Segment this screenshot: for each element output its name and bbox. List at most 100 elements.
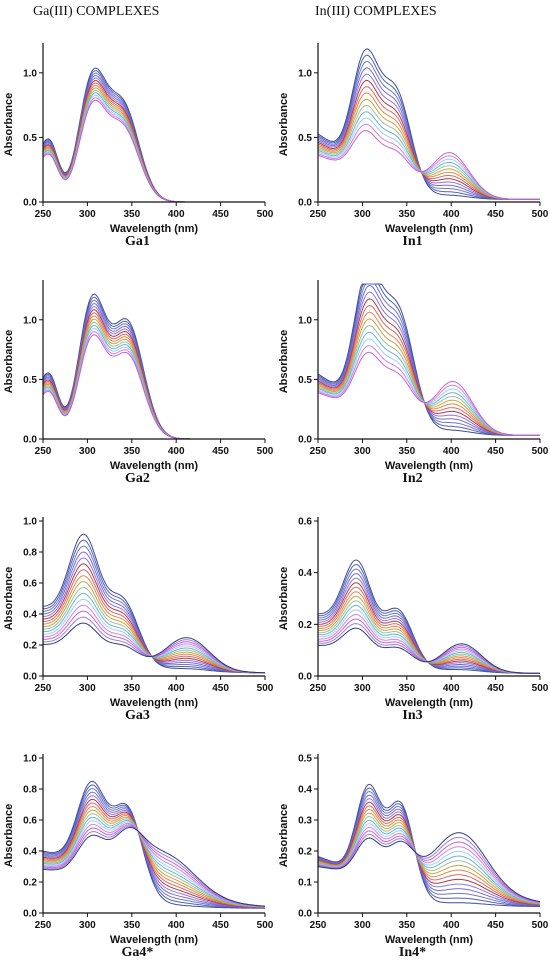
caption-ga3: Ga3: [125, 708, 150, 723]
x-tick-label: 450: [487, 683, 504, 694]
spectrum-curve-ga4-12: [42, 820, 266, 908]
x-tick-label: 300: [79, 683, 96, 694]
x-tick-label: 250: [310, 446, 327, 457]
x-tick-label: 300: [354, 683, 371, 694]
y-tick-label: 0.5: [23, 375, 37, 386]
x-tick-label: 400: [168, 446, 185, 457]
x-tick-label: 250: [35, 209, 52, 220]
y-tick-label: 0.4: [23, 610, 37, 621]
heading-ga-complexes: Ga(III) COMPLEXES: [33, 4, 160, 19]
chart-panel-in3: 250 300 350 400 450 500 0.0 0.2 0.4 0.6 Wavelength…: [275, 496, 550, 733]
y-tick-label: 0.0: [298, 198, 312, 209]
y-tick-label: 1.0: [23, 315, 37, 326]
x-tick-label: 250: [310, 920, 327, 931]
y-tick-label: 0.6: [298, 517, 312, 528]
chart-panel-in2: 250 300 350 400 450 500 0.0 0.5 1.0 Wavelength (n…: [275, 259, 550, 496]
x-tick-label: 450: [212, 446, 229, 457]
spectrum-curve-ga2-8: [42, 315, 265, 440]
chart-in3: 250 300 350 400 450 500 0.0 0.2 0.4 0.6 Wavelength…: [278, 517, 549, 710]
chart-ga1: 250 300 350 400 450 500 0.0 0.5 1.0 Wavelength (n…: [3, 43, 274, 235]
x-axis-label: Wavelength (nm): [385, 460, 474, 472]
y-tick-label: 0.4: [23, 847, 37, 858]
chart-panel-ga2: 250 300 350 400 450 500 0.0 0.5 1.0 Wavelength (n…: [0, 259, 275, 496]
x-tick-label: 450: [487, 446, 504, 457]
y-tick-label: 0.1: [298, 878, 312, 889]
spectrum-curve-in1-5: [317, 73, 540, 200]
x-tick-label: 300: [354, 446, 371, 457]
y-axis-label: Absorbance: [278, 93, 290, 157]
x-tick-label: 500: [532, 920, 549, 931]
x-tick-label: 500: [257, 920, 274, 931]
x-tick-label: 400: [443, 920, 460, 931]
x-tick-label: 350: [398, 683, 415, 694]
y-tick-label: 0.2: [298, 620, 312, 631]
spectrum-curve-in4-8: [317, 808, 541, 905]
spectrum-curve-ga4-7: [42, 802, 266, 908]
spectrum-curve-in3-6: [317, 582, 540, 674]
x-tick-label: 250: [310, 209, 327, 220]
y-tick-label: 0.2: [298, 847, 312, 858]
spectrum-curve-ga4-11: [42, 816, 266, 908]
spectrum-curve-ga2-11: [42, 324, 265, 440]
spectrum-curve-ga4-2: [42, 784, 265, 909]
caption-in2: In2: [402, 471, 423, 486]
caption-ga4: Ga4*: [121, 945, 154, 960]
y-tick-label: 0.0: [23, 435, 37, 446]
x-tick-label: 350: [123, 446, 140, 457]
y-tick-label: 0.2: [23, 641, 37, 652]
spectrum-curve-ga2-10: [42, 321, 265, 440]
x-axis-label: Wavelength (nm): [110, 697, 199, 709]
y-tick-label: 0.3: [298, 816, 312, 827]
chart-panel-ga4: 250 300 350 400 450 500 0.0 0.2 0.4 0.6 0.8 1.0 Wave…: [0, 733, 275, 970]
spectrum-curve-ga4-6: [42, 798, 265, 908]
spectrum-curve-in1-14: [317, 130, 540, 200]
spectrum-curve-in3-4: [318, 573, 540, 674]
y-tick-label: 0.0: [23, 672, 37, 683]
x-tick-label: 350: [123, 209, 140, 220]
spectrum-curve-ga2-13: [42, 330, 265, 440]
spectrum-curve-in3-7: [318, 586, 540, 674]
y-tick-label: 0.2: [23, 878, 37, 889]
spectrum-curve-in4-10: [317, 816, 541, 904]
spectrum-curve-ga3-11: [42, 592, 265, 674]
y-tick-label: 0.5: [298, 754, 312, 765]
y-tick-label: 0.8: [23, 785, 37, 796]
x-tick-label: 400: [168, 209, 185, 220]
y-axis-label: Absorbance: [3, 330, 15, 394]
chart-panel-ga1: 250 300 350 400 450 500 0.0 0.5 1.0 Wavelength (n…: [0, 22, 275, 259]
x-tick-label: 250: [35, 920, 52, 931]
caption-ga2: Ga2: [125, 471, 150, 486]
y-tick-label: 1.0: [23, 754, 37, 765]
spectrum-curve-in4-12: [317, 823, 541, 904]
chart-panel-in1: 250 300 350 400 450 500 0.0 0.5 1.0 Wavelength (n…: [275, 22, 550, 259]
spectrum-curve-in4-15: [317, 833, 541, 903]
spectrum-curve-in4-9: [317, 812, 541, 905]
x-tick-label: 500: [257, 446, 274, 457]
spectrum-curve-in4-6: [317, 801, 541, 906]
spectrum-curve-ga4-5: [42, 795, 266, 909]
x-tick-label: 350: [123, 920, 140, 931]
spectrum-curve-ga2-12: [42, 327, 265, 440]
x-tick-label: 300: [79, 920, 96, 931]
chart-in1: 250 300 350 400 450 500 0.0 0.5 1.0 Wavelength (n…: [278, 43, 549, 235]
x-axis-label: Wavelength (nm): [385, 223, 474, 235]
spectrum-curve-ga3-8: [42, 575, 265, 674]
caption-ga1: Ga1: [125, 234, 150, 249]
caption-in4: In4*: [398, 945, 427, 960]
chart-panel-ga3: 250 300 350 400 450 500 0.0 0.2 0.4 0.6 0.8 1.0 Wave…: [0, 496, 275, 733]
y-axis-label: Absorbance: [278, 804, 290, 868]
y-tick-label: 1.0: [298, 68, 312, 79]
chart-ga2: 250 300 350 400 450 500 0.0 0.5 1.0 Wavelength (n…: [3, 280, 274, 472]
x-tick-label: 400: [443, 683, 460, 694]
spectrum-curve-in4-2: [317, 787, 540, 907]
x-tick-label: 400: [168, 683, 185, 694]
chart-ga4: 250 300 350 400 450 500 0.0 0.2 0.4 0.6 0.8 1.0 Wave…: [3, 754, 274, 947]
spectrum-curve-ga1-2: [42, 70, 265, 203]
x-tick-label: 350: [398, 920, 415, 931]
spectrum-curve-ga4-8: [42, 805, 265, 908]
spectrum-curve-in3-15: [317, 623, 540, 674]
spectrum-curve-ga2-7: [42, 312, 265, 440]
y-tick-label: 0.0: [298, 909, 312, 920]
y-tick-label: 0.0: [23, 909, 37, 920]
chart-panel-in4: 250 300 350 400 450 500 0.0 0.1 0.2 0.3 0.4 0.5 Wave…: [275, 733, 550, 970]
